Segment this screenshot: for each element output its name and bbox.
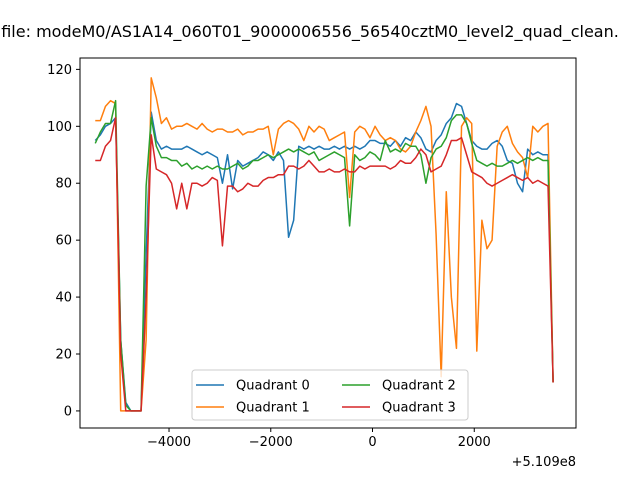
- y-tick-label: 120: [47, 63, 72, 78]
- y-tick-label: 40: [55, 291, 72, 306]
- y-tick-label: 60: [55, 234, 72, 249]
- legend: Quadrant 0 Quadrant 1 Quadrant 2 Quadrant 3: [191, 369, 469, 421]
- y-tick-label: 100: [47, 120, 72, 135]
- x-tick-label: −4000: [147, 435, 191, 450]
- legend-label-quadrant-1: Quadrant 1: [236, 401, 310, 416]
- axes-frame: [79, 57, 577, 429]
- plot-area: [94, 77, 554, 412]
- series-line-quadrant-0: [94, 102, 554, 412]
- x-tick-label: 0: [368, 435, 376, 450]
- series-line-quadrant-3: [95, 117, 554, 412]
- x-axis: −4000 −2000 0 2000: [147, 428, 491, 450]
- y-axis: 0 20 40 60 80 100 120: [47, 63, 80, 419]
- legend-label-quadrant-3: Quadrant 3: [382, 401, 456, 416]
- legend-box: [191, 369, 469, 421]
- x-tick-label: −2000: [249, 435, 293, 450]
- series-line-quadrant-2: [94, 99, 554, 412]
- chart-title: n file: modeM0/AS1A14_060T01_9000006556_…: [0, 22, 619, 42]
- y-tick-label: 80: [55, 177, 72, 192]
- y-tick-label: 0: [64, 404, 72, 419]
- legend-label-quadrant-0: Quadrant 0: [236, 379, 310, 394]
- x-tick-label: 2000: [458, 435, 491, 450]
- y-tick-label: 20: [55, 348, 72, 363]
- series-line-quadrant-1: [95, 77, 554, 412]
- legend-label-quadrant-2: Quadrant 2: [382, 379, 456, 394]
- x-offset-label: +5.109e8: [512, 455, 576, 470]
